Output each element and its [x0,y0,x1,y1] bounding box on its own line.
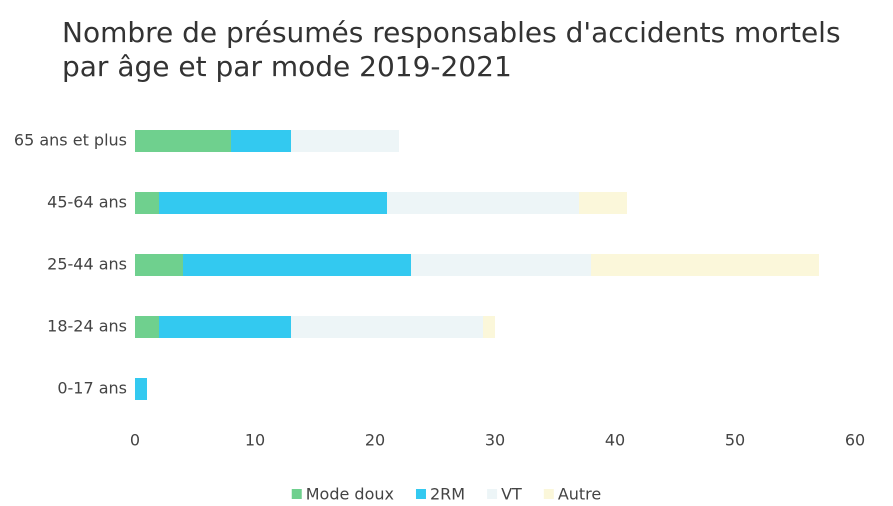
bar-segment [231,130,291,152]
x-tick-label: 50 [725,431,745,450]
bar-segment [135,130,231,152]
y-tick-label: 18-24 ans [47,317,127,336]
x-tick-label: 10 [245,431,265,450]
legend-label: 2RM [430,485,465,504]
bar-segment [135,254,183,276]
x-tick-label: 60 [845,431,865,450]
bar-segment [183,254,411,276]
x-tick-label: 20 [365,431,385,450]
y-tick-label: 45-64 ans [47,193,127,212]
y-tick-label: 65 ans et plus [14,131,127,150]
legend-swatch [415,489,426,499]
x-tick-label: 0 [130,431,140,450]
bar-segment [387,192,579,214]
bar-segment [159,316,291,338]
legend-label: Mode doux [306,485,394,504]
bar-segment [135,378,147,400]
bar-segment [411,254,591,276]
bar-segment [159,192,387,214]
legend-swatch [543,489,554,499]
bar-segment [483,316,495,338]
legend-label: Autre [558,485,601,504]
chart-title: Nombre de présumés responsables d'accide… [62,16,841,83]
bar-segment [579,192,627,214]
y-tick-label: 0-17 ans [57,379,127,398]
bar-segment [591,254,819,276]
bar-segment [135,316,159,338]
bar-segment [291,130,399,152]
x-tick-label: 40 [605,431,625,450]
x-tick-label: 30 [485,431,505,450]
bar-segment [135,192,159,214]
legend-swatch [291,489,302,499]
bar-segment [291,316,483,338]
legend-label: VT [501,485,522,504]
legend-swatch [487,489,498,499]
y-tick-label: 25-44 ans [47,255,127,274]
